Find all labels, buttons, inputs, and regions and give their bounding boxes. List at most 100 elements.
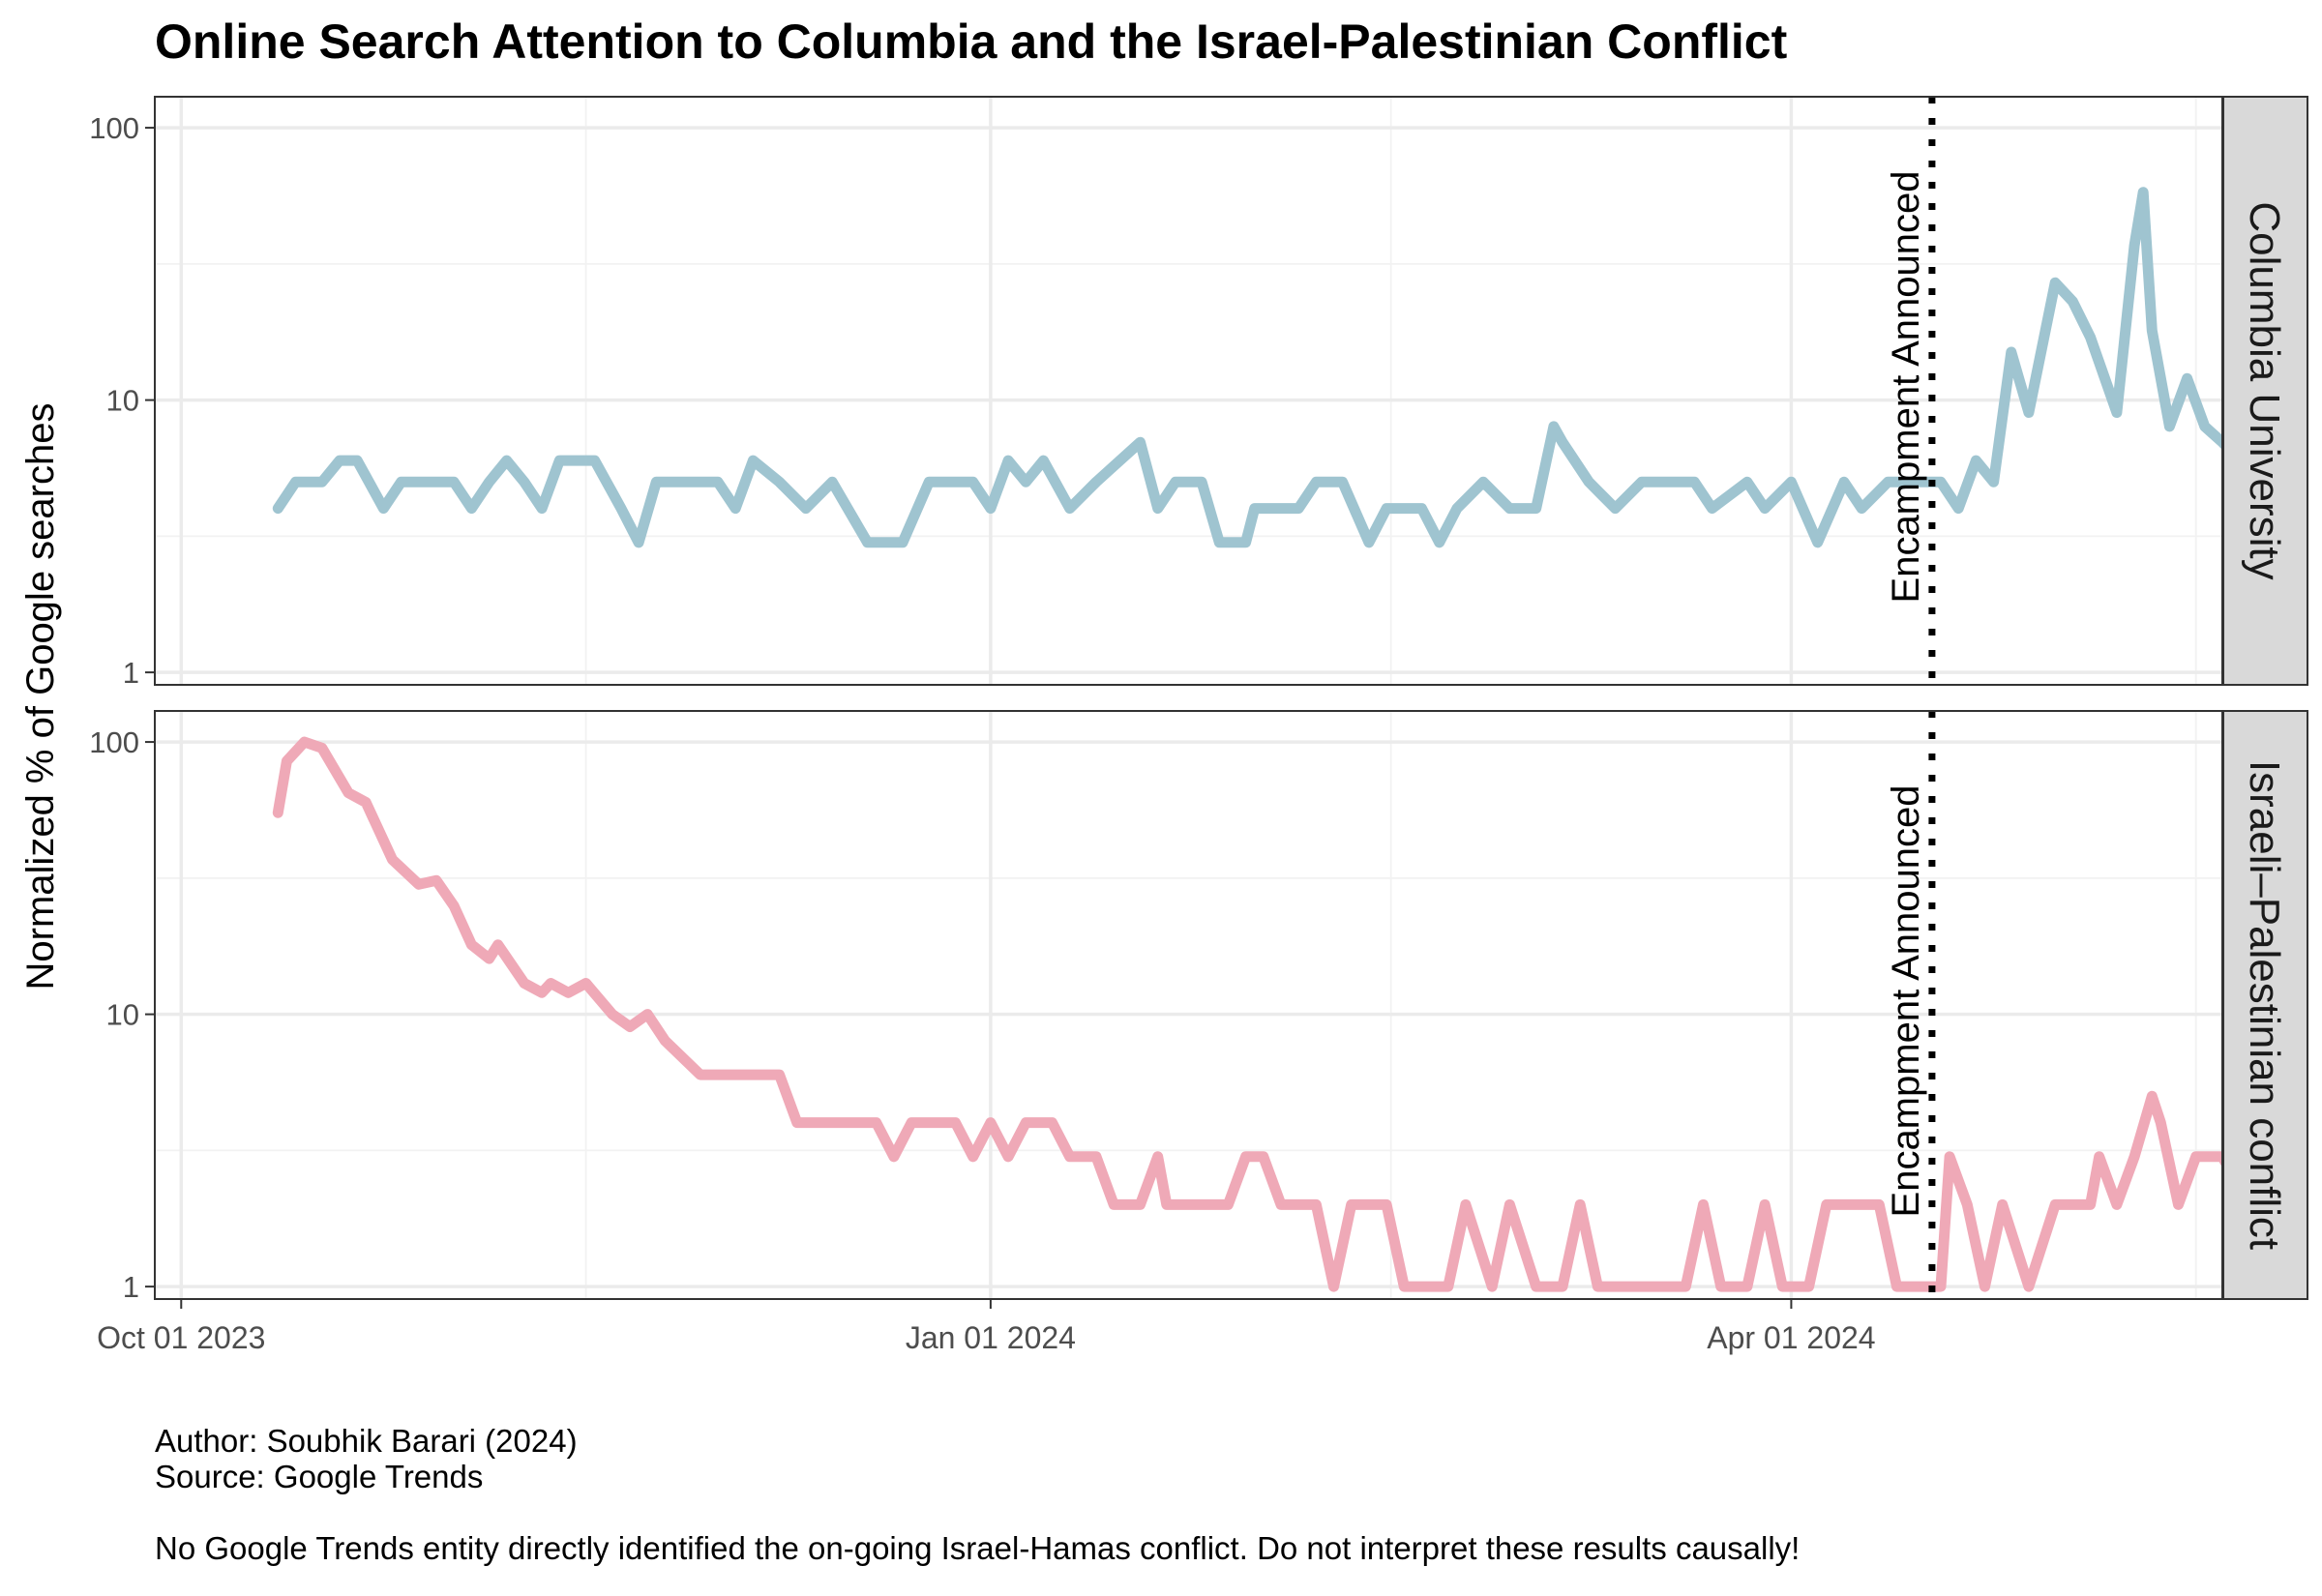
data-point bbox=[609, 1011, 616, 1019]
data-point bbox=[2069, 298, 2076, 306]
x-tick-label: Oct 01 2023 bbox=[97, 1320, 265, 1355]
data-point bbox=[1999, 1200, 2007, 1208]
data-point bbox=[398, 478, 405, 486]
data-point bbox=[379, 505, 387, 513]
data-point bbox=[2087, 1200, 2095, 1208]
data-point bbox=[450, 902, 458, 910]
caption-author: Author: Soubhik Barari (2024) bbox=[155, 1423, 578, 1459]
data-point bbox=[697, 1071, 704, 1079]
data-point bbox=[1972, 457, 1980, 464]
data-point bbox=[1593, 1283, 1601, 1290]
data-point bbox=[2025, 1283, 2033, 1290]
data-point bbox=[1884, 478, 1891, 486]
data-point bbox=[617, 505, 625, 513]
data-point bbox=[776, 1071, 784, 1079]
data-point bbox=[538, 989, 546, 996]
data-point bbox=[467, 941, 475, 949]
data-point bbox=[362, 799, 370, 806]
data-point bbox=[292, 478, 299, 486]
data-point bbox=[336, 457, 343, 464]
y-tick-label: 100 bbox=[89, 725, 139, 759]
data-point bbox=[1277, 1200, 1285, 1208]
data-point bbox=[1840, 478, 1848, 486]
data-point bbox=[969, 1153, 977, 1161]
data-point bbox=[2113, 1200, 2121, 1208]
x-tick-label: Jan 01 2024 bbox=[906, 1320, 1076, 1355]
data-point bbox=[2175, 1200, 2182, 1208]
data-point bbox=[1224, 1200, 1232, 1208]
data-point bbox=[731, 505, 739, 513]
data-point bbox=[626, 1023, 634, 1030]
data-point bbox=[1110, 1200, 1117, 1208]
data-point bbox=[987, 1119, 995, 1127]
data-point bbox=[643, 1011, 651, 1019]
data-point bbox=[1638, 478, 1646, 486]
data-point bbox=[503, 457, 511, 464]
data-point bbox=[987, 505, 995, 513]
data-point bbox=[899, 539, 907, 547]
data-point bbox=[2025, 409, 2033, 416]
data-point bbox=[2139, 189, 2147, 196]
data-point bbox=[1383, 1200, 1390, 1208]
data-point bbox=[2201, 423, 2209, 430]
data-point bbox=[1505, 505, 1513, 513]
data-point bbox=[908, 1119, 915, 1127]
data-point bbox=[1022, 478, 1029, 486]
data-point bbox=[1954, 505, 1962, 513]
data-point bbox=[494, 941, 502, 949]
x-tick-label: Apr 01 2024 bbox=[1707, 1320, 1875, 1355]
data-point bbox=[1022, 1119, 1029, 1127]
data-point bbox=[1172, 478, 1179, 486]
data-point bbox=[564, 989, 572, 996]
data-point bbox=[873, 1119, 880, 1127]
data-point bbox=[1778, 1283, 1786, 1290]
data-point bbox=[1137, 438, 1144, 446]
data-point bbox=[1004, 1153, 1012, 1161]
data-point bbox=[486, 955, 493, 962]
data-point bbox=[591, 457, 599, 464]
chart-title: Online Search Attention to Columbia and … bbox=[155, 15, 1788, 69]
y-tick-label: 1 bbox=[123, 656, 139, 690]
data-point bbox=[353, 457, 361, 464]
data-point bbox=[2087, 334, 2095, 341]
data-point bbox=[2051, 279, 2059, 286]
caption-note: No Google Trends entity directly identif… bbox=[155, 1529, 1801, 1566]
data-point bbox=[890, 1153, 898, 1161]
data-point bbox=[1682, 1283, 1689, 1290]
data-point bbox=[2157, 1119, 2164, 1127]
data-point bbox=[318, 478, 326, 486]
data-point bbox=[450, 478, 458, 486]
data-point bbox=[1444, 1283, 1452, 1290]
encampment-label: Encampment Announced bbox=[1885, 171, 1927, 604]
data-point bbox=[1946, 1153, 1953, 1161]
data-point bbox=[1533, 505, 1540, 513]
data-point bbox=[521, 478, 528, 486]
y-tick-label: 10 bbox=[106, 384, 139, 418]
data-point bbox=[1550, 423, 1558, 430]
data-point bbox=[1805, 1283, 1813, 1290]
data-point bbox=[2008, 348, 2015, 356]
data-point bbox=[1717, 1283, 1725, 1290]
data-point bbox=[2184, 374, 2191, 382]
data-point bbox=[2148, 327, 2156, 335]
data-point bbox=[1858, 505, 1865, 513]
data-point bbox=[1559, 438, 1566, 446]
data-point bbox=[2096, 1153, 2103, 1161]
data-point bbox=[582, 980, 590, 987]
data-point bbox=[274, 809, 282, 816]
data-point bbox=[828, 478, 836, 486]
data-point bbox=[2192, 1153, 2200, 1161]
data-point bbox=[1137, 1200, 1144, 1208]
data-point bbox=[538, 505, 546, 513]
encampment-label: Encampment Announced bbox=[1885, 785, 1927, 1218]
data-point bbox=[1436, 539, 1444, 547]
caption: Author: Soubhik Barari (2024) Source: Go… bbox=[155, 1423, 1801, 1567]
data-point bbox=[1251, 505, 1259, 513]
data-point bbox=[1875, 1200, 1883, 1208]
data-point bbox=[1505, 1200, 1513, 1208]
data-point bbox=[2130, 1153, 2138, 1161]
data-point bbox=[802, 505, 810, 513]
data-point bbox=[1242, 1153, 1250, 1161]
data-point bbox=[1559, 1283, 1566, 1290]
